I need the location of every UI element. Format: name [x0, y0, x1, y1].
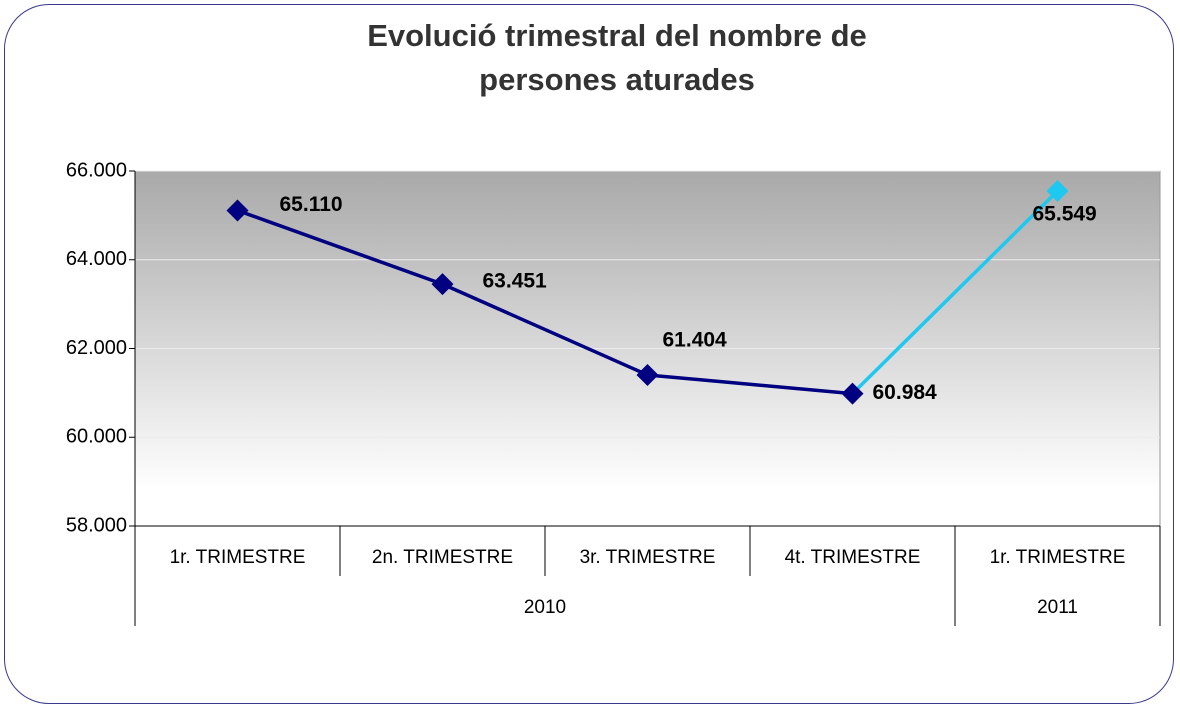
y-tick-label: 60.000 [66, 426, 127, 448]
line-segment [236, 208, 444, 286]
group-label: 2011 [1037, 597, 1078, 618]
x-tick-label: 4t. TRIMESTRE [785, 547, 921, 568]
x-tick-label: 1r. TRIMESTRE [990, 547, 1126, 568]
x-tick-label: 3r. TRIMESTRE [580, 547, 716, 568]
marker [841, 382, 864, 405]
x-tick-label: 1r. TRIMESTRE [170, 547, 306, 568]
x-tick-label: 2n. TRIMESTRE [372, 547, 513, 568]
chart-title: Evolució trimestral del nombre de person… [367, 18, 867, 97]
data-label: 63.451 [483, 270, 548, 293]
y-tick-label: 66.000 [66, 159, 127, 181]
marker [636, 363, 659, 386]
data-label: 60.984 [873, 381, 938, 404]
marker [1046, 180, 1069, 203]
marker [431, 273, 454, 296]
line-segment [441, 282, 649, 377]
line-segment [647, 373, 853, 396]
data-label: 65.549 [1033, 203, 1097, 226]
group-label: 2010 [524, 597, 566, 618]
data-label: 61.404 [663, 328, 728, 351]
line-segment [851, 189, 1059, 395]
y-tick-label: 58.000 [66, 514, 127, 536]
frame [4, 4, 1174, 704]
marker [226, 199, 249, 222]
data-label: 65.110 [280, 193, 343, 216]
y-tick-label: 62.000 [66, 337, 127, 359]
y-tick-label: 64.000 [66, 248, 127, 270]
